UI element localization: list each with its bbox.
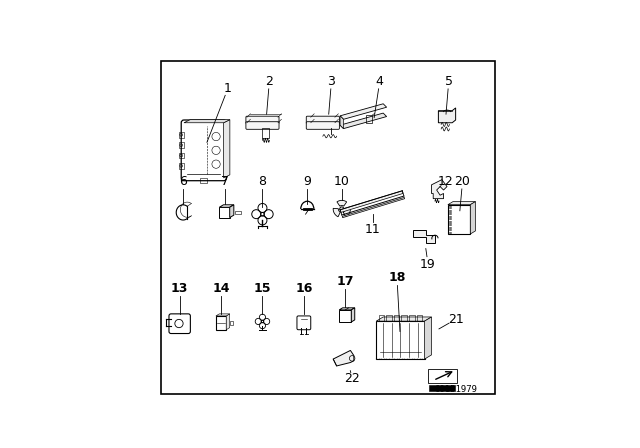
Polygon shape: [333, 350, 354, 366]
Polygon shape: [333, 208, 340, 217]
Polygon shape: [339, 310, 351, 322]
Bar: [448, 205, 470, 234]
Polygon shape: [413, 230, 435, 244]
Text: 10: 10: [334, 175, 349, 188]
Text: 6: 6: [179, 175, 187, 188]
Polygon shape: [337, 200, 347, 206]
Text: 21: 21: [448, 313, 463, 326]
FancyBboxPatch shape: [181, 120, 227, 181]
Polygon shape: [340, 113, 387, 129]
Text: 3: 3: [328, 75, 335, 88]
Polygon shape: [438, 108, 456, 123]
FancyBboxPatch shape: [307, 122, 339, 129]
Bar: [428, 369, 458, 383]
Text: 16: 16: [295, 282, 312, 295]
Bar: [387, 315, 392, 321]
Polygon shape: [223, 120, 230, 178]
Bar: [234, 211, 241, 214]
Bar: [179, 142, 184, 148]
Polygon shape: [220, 205, 234, 207]
Polygon shape: [230, 205, 234, 218]
Bar: [376, 321, 424, 359]
Text: 18: 18: [388, 271, 406, 284]
Bar: [230, 321, 233, 325]
Text: 4: 4: [376, 75, 384, 88]
FancyBboxPatch shape: [246, 116, 279, 124]
FancyBboxPatch shape: [246, 122, 279, 129]
Bar: [417, 315, 422, 321]
Polygon shape: [340, 104, 387, 119]
Text: 15: 15: [253, 282, 271, 295]
Polygon shape: [340, 191, 403, 212]
Text: 8: 8: [259, 175, 266, 188]
Bar: [379, 315, 384, 321]
Text: 13: 13: [171, 282, 188, 295]
Bar: [216, 316, 226, 330]
Text: 17: 17: [337, 275, 354, 288]
Text: 00151979: 00151979: [434, 385, 477, 394]
Bar: [179, 153, 184, 158]
Polygon shape: [343, 208, 351, 217]
Bar: [200, 178, 207, 183]
Polygon shape: [376, 317, 431, 321]
Bar: [366, 115, 372, 123]
Polygon shape: [351, 308, 355, 322]
Polygon shape: [448, 202, 476, 205]
Text: 14: 14: [212, 282, 230, 295]
Polygon shape: [216, 314, 230, 316]
Polygon shape: [340, 116, 344, 129]
Bar: [409, 315, 415, 321]
Polygon shape: [431, 180, 447, 198]
Bar: [429, 384, 454, 391]
Bar: [394, 315, 399, 321]
Text: 7: 7: [221, 175, 228, 188]
Polygon shape: [226, 314, 230, 330]
Text: 12: 12: [437, 175, 453, 188]
Bar: [179, 163, 184, 168]
Polygon shape: [470, 202, 476, 234]
Bar: [401, 315, 407, 321]
Polygon shape: [424, 317, 431, 359]
Polygon shape: [184, 120, 230, 123]
FancyBboxPatch shape: [307, 116, 339, 124]
Polygon shape: [342, 198, 404, 218]
Circle shape: [340, 207, 344, 211]
Text: 2: 2: [266, 75, 273, 88]
Polygon shape: [339, 308, 355, 310]
Text: 1: 1: [224, 82, 232, 95]
Text: 22: 22: [344, 371, 360, 384]
Text: 19: 19: [420, 258, 436, 271]
Bar: [179, 132, 184, 138]
Text: 9: 9: [303, 175, 311, 188]
Text: 20: 20: [454, 175, 470, 188]
Text: 11: 11: [365, 223, 381, 236]
Polygon shape: [220, 207, 230, 218]
Text: 5: 5: [445, 75, 452, 88]
